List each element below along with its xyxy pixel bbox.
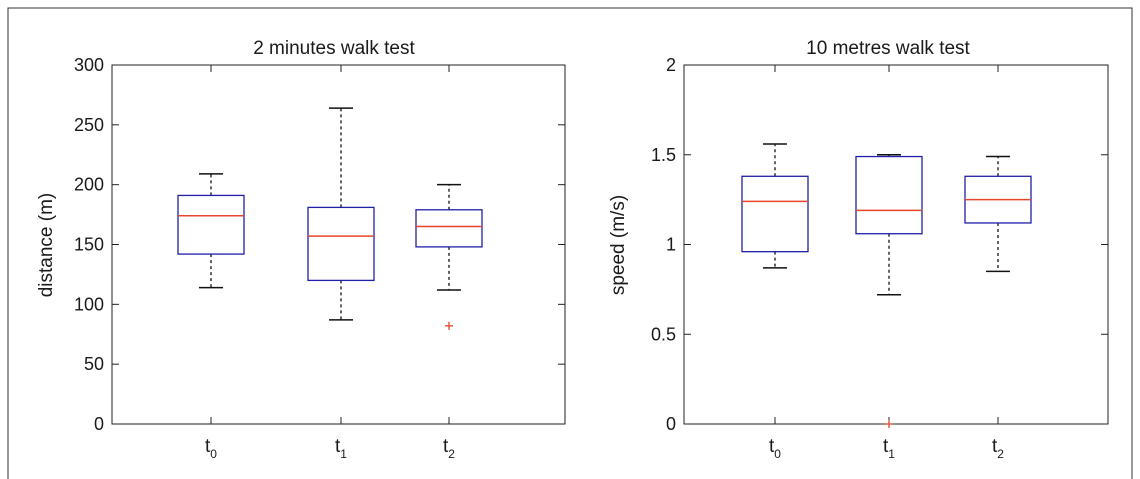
chart-distance: 2 minutes walk test distance (m) 0 50 100 1… <box>36 38 566 461</box>
iqr-box <box>415 209 483 248</box>
y-tick-label: 50 <box>84 354 104 374</box>
figure-frame <box>7 7 1133 479</box>
iqr-box <box>855 155 923 235</box>
chart-title: 10 metres walk test <box>806 38 970 59</box>
y-axis-label: speed (m/s) <box>608 195 629 295</box>
y-tick-label: 300 <box>74 55 104 75</box>
y-tick-label: 0.5 <box>651 324 676 344</box>
y-tick-label: 200 <box>74 175 104 195</box>
chart-title: 2 minutes walk test <box>253 38 415 59</box>
y-tick-label: 100 <box>74 294 104 314</box>
y-tick-label: 150 <box>74 235 104 255</box>
y-tick-label: 0 <box>94 414 104 434</box>
y-axis-label: distance (m) <box>36 193 57 298</box>
iqr-box <box>741 175 809 253</box>
y-tick-label: 0 <box>666 414 676 434</box>
y-tick-label: 2 <box>666 55 676 75</box>
y-tick-label: 1.5 <box>651 145 676 165</box>
y-tick-label: 250 <box>74 115 104 135</box>
chart-speed: 10 metres walk test speed (m/s) 0 0.5 1 1.5… <box>608 38 1109 461</box>
iqr-box <box>307 206 375 282</box>
y-tick-label: 1 <box>666 235 676 255</box>
iqr-box <box>177 194 245 255</box>
